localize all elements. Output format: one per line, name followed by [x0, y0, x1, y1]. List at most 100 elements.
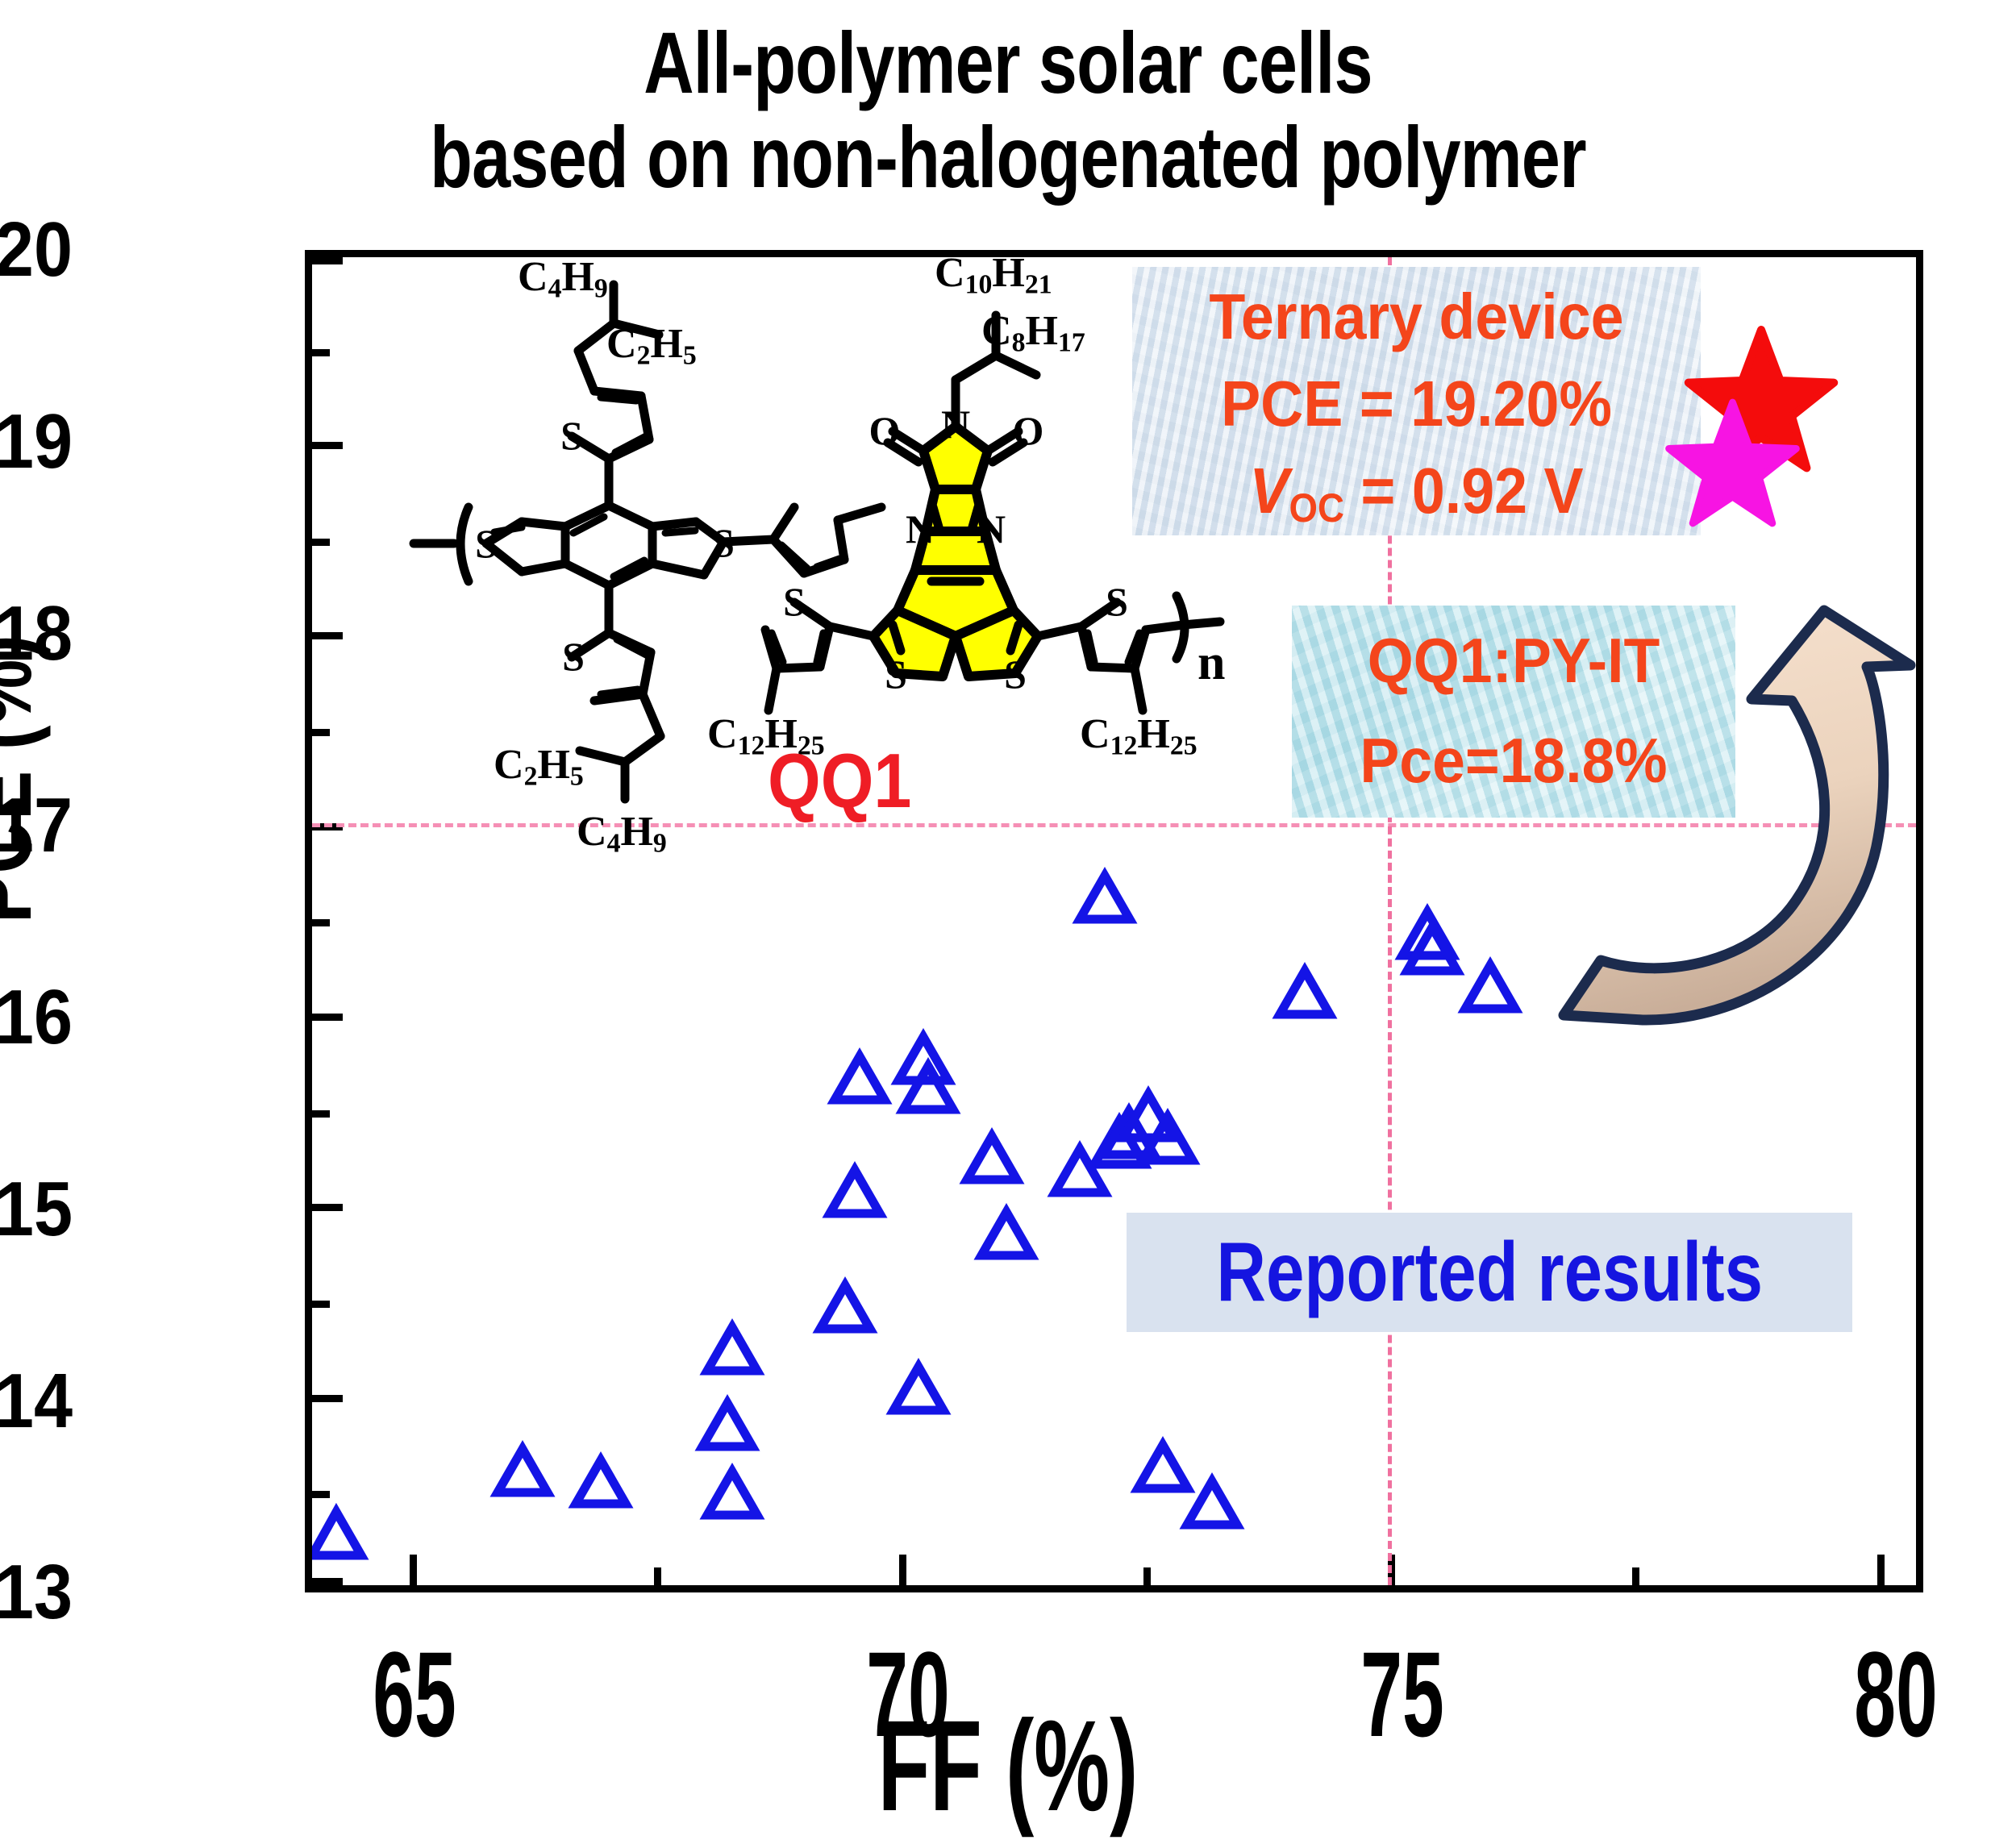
y-tick-13p5	[312, 1491, 330, 1498]
y-tick-19p5	[312, 349, 330, 356]
x-tick-label-65: 65	[373, 1626, 456, 1762]
x-tick-72p5	[1143, 1567, 1151, 1585]
scatter-plot-area: S S S S S S S S O O N N N C4H9 C2H5 C2H5	[305, 250, 1923, 1592]
x-axis-title: FF (%)	[877, 1693, 1139, 1838]
x-tick-65	[410, 1555, 417, 1585]
y-tick-label-19: 19	[0, 398, 73, 485]
data-point-triangle	[489, 1439, 556, 1497]
data-point-triangle	[1072, 866, 1138, 924]
data-point-triangle	[1135, 1107, 1201, 1165]
data-point-triangle	[885, 1357, 952, 1415]
data-point-triangle	[1115, 1084, 1181, 1143]
reported-results-label: Reported results	[1216, 1225, 1763, 1319]
chem-label-c10h21: C10H21	[935, 257, 1052, 300]
reported-results-annotation: Reported results	[1127, 1213, 1852, 1332]
ternary-line-2: PCE = 19.20%	[1221, 368, 1612, 439]
y-tick-13	[312, 1578, 343, 1585]
y-tick-18	[312, 632, 343, 639]
binary-device-star-magenta	[1665, 398, 1800, 527]
x-tick-label-80: 80	[1854, 1626, 1938, 1762]
reference-line-pce-17	[312, 823, 1916, 827]
ternary-device-star-red	[1684, 326, 1839, 472]
data-point-triangle	[827, 1047, 893, 1105]
y-tick-16p5	[312, 919, 330, 926]
voc-symbol: V	[1249, 455, 1289, 527]
data-point-triangle	[1096, 1101, 1162, 1159]
data-point-triangle	[1130, 1435, 1196, 1493]
blend-line-1: QQ1:PY-IT	[1367, 625, 1660, 696]
data-point-triangle	[699, 1462, 765, 1520]
x-tick-label-75: 75	[1360, 1626, 1444, 1762]
svg-text:S: S	[783, 579, 806, 624]
y-tick-15p5	[312, 1110, 330, 1118]
data-point-triangle	[959, 1126, 1025, 1184]
svg-text:S: S	[562, 634, 585, 679]
polymer-name-label: QQ1	[768, 738, 912, 824]
svg-text:S: S	[712, 520, 735, 565]
svg-text:S: S	[1004, 651, 1027, 697]
curved-arrow	[1558, 605, 1916, 1026]
polymer-structure-qq1: S S S S S S S S O O N N N	[409, 280, 1225, 804]
chem-label-c2h5-top: C2H5	[606, 321, 697, 371]
y-tick-16	[312, 1014, 343, 1021]
data-point-triangle	[1047, 1139, 1113, 1197]
svg-text:S: S	[1106, 579, 1128, 624]
y-tick-label-17: 17	[0, 782, 73, 868]
svg-text:N: N	[941, 402, 970, 447]
chem-label-c8h17: C8H17	[981, 308, 1085, 358]
title-line-2: based on non-halogenated polymer	[430, 107, 1587, 206]
data-point-triangle	[568, 1451, 634, 1509]
svg-text:O: O	[869, 408, 901, 453]
ternary-device-annotation: Ternary device PCE = 19.20% VOC = 0.92 V	[1132, 267, 1701, 535]
data-point-triangle	[312, 1502, 369, 1560]
data-point-triangle	[1399, 918, 1465, 976]
y-tick-label-16: 16	[0, 974, 73, 1060]
data-point-triangle	[699, 1318, 765, 1376]
y-tick-label-13: 13	[0, 1549, 73, 1635]
data-point-triangle	[812, 1276, 878, 1334]
data-point-triangle	[694, 1393, 760, 1451]
y-tick-14	[312, 1395, 343, 1402]
chem-label-repeat-n: n	[1198, 635, 1226, 690]
svg-text:S: S	[885, 651, 907, 697]
x-tick-80	[1877, 1555, 1885, 1585]
blend-annotation: QQ1:PY-IT Pce=18.8%	[1292, 606, 1735, 818]
ternary-line-1: Ternary device	[1209, 281, 1624, 352]
chem-label-c12h25-left: C12H25	[707, 711, 825, 761]
svg-text:S: S	[560, 413, 583, 458]
y-tick-20	[312, 257, 343, 264]
blend-line-2: Pce=18.8%	[1360, 725, 1668, 796]
y-tick-14p5	[312, 1301, 330, 1308]
data-point-triangle	[1272, 961, 1338, 1019]
data-point-triangle	[973, 1202, 1039, 1260]
svg-text:O: O	[1013, 408, 1044, 453]
title-line-1: All-polymer solar cells	[644, 14, 1372, 111]
chem-label-c4h9-bottom: C4H9	[577, 809, 667, 859]
y-tick-label-14: 14	[0, 1358, 73, 1444]
data-markers-layer	[312, 866, 1523, 1560]
svg-text:S: S	[475, 521, 498, 566]
chem-label-c4h9-top: C4H9	[518, 257, 608, 304]
y-tick-19	[312, 442, 343, 449]
x-tick-label-70: 70	[866, 1626, 950, 1762]
x-tick-67p5	[654, 1567, 661, 1585]
ternary-line-3: VOC = 0.92 V	[1155, 448, 1678, 552]
y-tick-label-18: 18	[0, 590, 73, 676]
x-tick-70	[899, 1555, 906, 1585]
voc-subscript: OC	[1289, 485, 1344, 531]
x-tick-77p5	[1632, 1567, 1639, 1585]
chem-label-c12h25-right: C12H25	[1080, 711, 1198, 761]
svg-text:N: N	[977, 506, 1006, 552]
page-title: All-polymer solar cells based on non-hal…	[202, 14, 1814, 206]
voc-value: = 0.92 V	[1360, 455, 1584, 527]
data-point-triangle	[1457, 955, 1523, 1014]
y-tick-label-15: 15	[0, 1166, 73, 1252]
y-tick-18p5	[312, 539, 330, 546]
data-point-triangle	[1179, 1472, 1245, 1530]
reference-line-ff-75	[1388, 257, 1392, 1585]
y-tick-15	[312, 1204, 343, 1211]
data-point-triangle	[895, 1056, 961, 1114]
chem-label-c2h5-bottom: C2H5	[494, 742, 584, 792]
data-point-triangle	[822, 1160, 888, 1218]
y-tick-label-20: 20	[0, 206, 73, 293]
